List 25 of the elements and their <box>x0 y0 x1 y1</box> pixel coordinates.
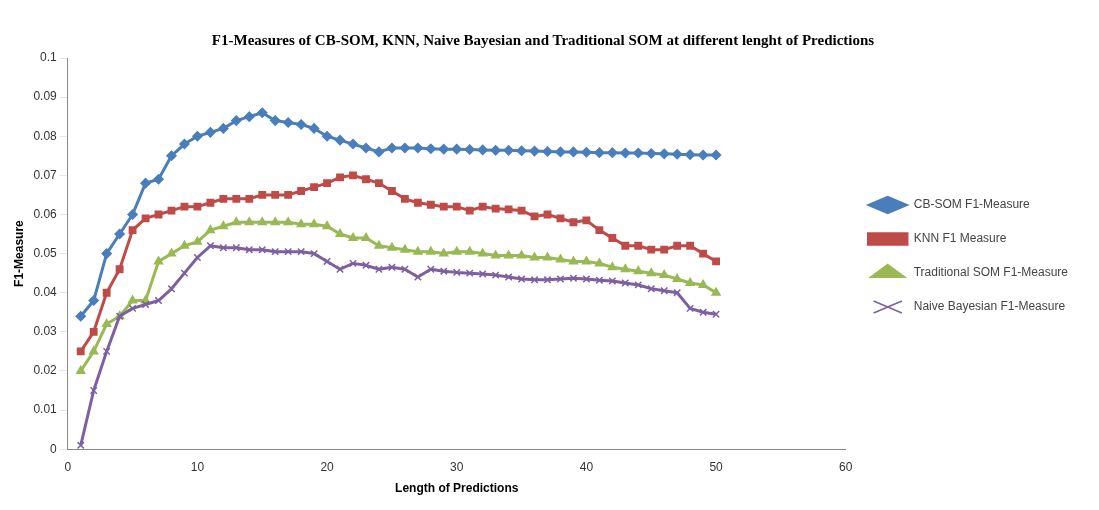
y-tick-label: 0.1 <box>40 50 58 65</box>
y-tick-label: 0.01 <box>33 402 58 417</box>
y-tick-label: 0.05 <box>33 245 58 260</box>
x-axis-title: Length of Predictions <box>395 481 519 496</box>
y-axis-title: F1-Measure <box>11 219 26 287</box>
x-tick-label: 40 <box>579 459 594 474</box>
y-tick-label: 0.08 <box>33 128 58 143</box>
legend-label: KNN F1 Measure <box>913 231 1007 246</box>
y-tick-label: 0.02 <box>33 363 58 378</box>
y-tick-label: 0.03 <box>33 324 58 339</box>
x-tick-label: 60 <box>839 459 853 474</box>
x-tick-label: 50 <box>709 459 724 474</box>
chart-title: F1-Measures of CB-SOM, KNN, Naive Bayesian and Traditional SOM at different lenght of Predictions <box>211 31 875 48</box>
y-tick-label: 0.04 <box>33 285 58 300</box>
legend-label: Traditional SOM F1-Measure <box>913 265 1069 280</box>
y-tick-label: 0.06 <box>33 206 58 221</box>
y-tick-label: 0.09 <box>33 89 58 104</box>
x-tick-label: 20 <box>320 459 335 474</box>
legend-label: CB-SOM F1-Measure <box>913 197 1031 212</box>
x-tick-label: 10 <box>190 459 205 474</box>
y-tick-label: 0 <box>50 441 58 456</box>
x-tick-label: 0 <box>64 459 72 474</box>
x-tick-label: 30 <box>450 459 464 474</box>
legend-label: Naive Bayesian F1-Measure <box>913 299 1066 314</box>
y-tick-label: 0.07 <box>33 167 58 182</box>
